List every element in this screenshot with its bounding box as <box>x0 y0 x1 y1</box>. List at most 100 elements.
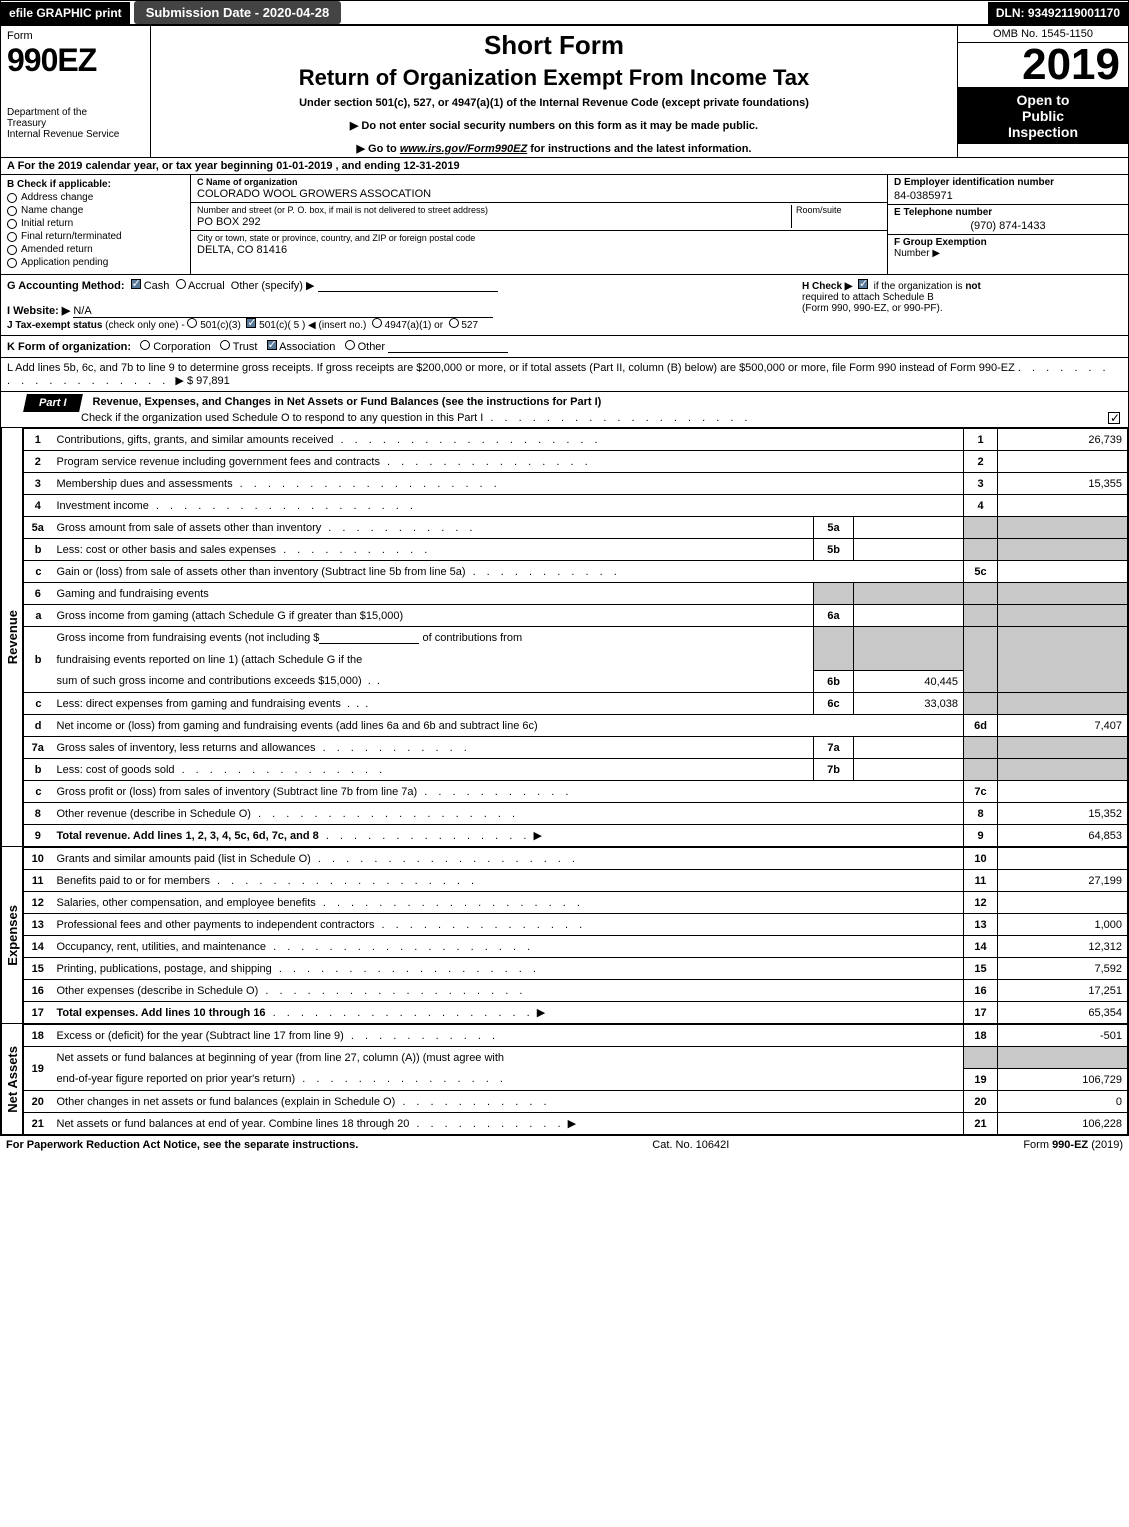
chk-corporation[interactable] <box>140 340 150 350</box>
row-3: 3 Membership dues and assessments 3 15,3… <box>24 473 1128 495</box>
num-15: 15 <box>964 958 998 980</box>
j-label: J Tax-exempt status <box>7 320 102 331</box>
part-i-title: Revenue, Expenses, and Changes in Net As… <box>93 392 602 412</box>
line-g-h: G Accounting Method: Cash Accrual Other … <box>1 275 1128 336</box>
sub-6b-shade1 <box>854 627 964 649</box>
chk-h[interactable] <box>858 279 868 289</box>
chk-accrual[interactable] <box>176 279 186 289</box>
l-arrow: ▶ <box>175 375 183 387</box>
revenue-side-label: Revenue <box>1 428 23 847</box>
num-16: 16 <box>964 980 998 1002</box>
lbl-527: 527 <box>461 320 478 331</box>
num-19-shade <box>964 1047 998 1069</box>
other-specify-field[interactable] <box>318 280 498 292</box>
amt-20: 0 <box>998 1091 1128 1113</box>
part-i-subtitle: Check if the organization used Schedule … <box>81 412 1128 427</box>
chk-association[interactable] <box>267 340 277 350</box>
chk-address-change[interactable] <box>7 193 17 203</box>
goto-instructions: ▶ Go to www.irs.gov/Form990EZ for instru… <box>159 142 949 155</box>
expenses-table: 10 Grants and similar amounts paid (list… <box>23 847 1128 1024</box>
desc-17: Total expenses. Add lines 10 through 16 … <box>52 1002 964 1024</box>
desc-6c: Less: direct expenses from gaming and fu… <box>52 693 814 715</box>
amt-6c-shade <box>998 693 1128 715</box>
net-assets-table: 18 Excess or (deficit) for the year (Sub… <box>23 1024 1128 1135</box>
e-label: E Telephone number <box>894 207 1122 218</box>
desc-6b-2: fundraising events reported on line 1) (… <box>52 649 814 671</box>
chk-4947[interactable] <box>372 318 382 328</box>
part-i-header: Part I Revenue, Expenses, and Changes in… <box>1 392 1128 428</box>
open-line1: Open to <box>1017 92 1070 108</box>
chk-name-change[interactable] <box>7 206 17 216</box>
desc-1: Contributions, gifts, grants, and simila… <box>52 429 964 451</box>
ln-15: 15 <box>24 958 52 980</box>
ref-6c: 6c <box>814 693 854 715</box>
num-20: 20 <box>964 1091 998 1113</box>
form-header: Form 990EZ Department of the Treasury In… <box>1 26 1128 158</box>
ln-5b: b <box>24 539 52 561</box>
amt-6b-shade3 <box>998 671 1128 693</box>
chk-amended-return[interactable] <box>7 245 17 255</box>
chk-application-pending[interactable] <box>7 258 17 268</box>
efile-print-button[interactable]: efile GRAPHIC print <box>1 2 130 24</box>
num-6c-shade <box>964 693 998 715</box>
chk-527[interactable] <box>449 318 459 328</box>
goto-link[interactable]: www.irs.gov/Form990EZ <box>400 143 527 155</box>
desc-5c: Gain or (loss) from sale of assets other… <box>52 561 964 583</box>
num-8: 8 <box>964 803 998 825</box>
lbl-corporation: Corporation <box>153 341 210 353</box>
amt-7b-shade <box>998 759 1128 781</box>
chk-initial-return[interactable] <box>7 219 17 229</box>
tax-year: 2019 <box>958 43 1128 88</box>
short-form-title: Short Form <box>159 30 949 61</box>
chk-final-return[interactable] <box>7 232 17 242</box>
desc-6: Gaming and fundraising events <box>52 583 814 605</box>
amt-12 <box>998 892 1128 914</box>
row-5b: b Less: cost or other basis and sales ex… <box>24 539 1128 561</box>
ln-3: 3 <box>24 473 52 495</box>
num-11: 11 <box>964 870 998 892</box>
topbar-left: efile GRAPHIC print Submission Date - 20… <box>1 1 341 24</box>
num-6d: 6d <box>964 715 998 737</box>
ln-5c: c <box>24 561 52 583</box>
expenses-side-label: Expenses <box>1 847 23 1024</box>
num-7a-shade <box>964 737 998 759</box>
amt-6a-shade <box>998 605 1128 627</box>
ln-20: 20 <box>24 1091 52 1113</box>
ref-5a: 5a <box>814 517 854 539</box>
row-6a: a Gross income from gaming (attach Sched… <box>24 605 1128 627</box>
top-bar: efile GRAPHIC print Submission Date - 20… <box>0 0 1129 25</box>
ref-6-shade <box>814 583 854 605</box>
num-6b-shade2 <box>964 649 998 671</box>
desc-5b: Less: cost or other basis and sales expe… <box>52 539 814 561</box>
desc-9: Total revenue. Add lines 1, 2, 3, 4, 5c,… <box>52 825 964 847</box>
other-org-field[interactable] <box>388 341 508 353</box>
chk-cash[interactable] <box>131 279 141 289</box>
row-6b-1: b Gross income from fundraising events (… <box>24 627 1128 649</box>
sub-6b: 40,445 <box>854 671 964 693</box>
desc-12: Salaries, other compensation, and employ… <box>52 892 964 914</box>
row-7c: c Gross profit or (loss) from sales of i… <box>24 781 1128 803</box>
ref-6a: 6a <box>814 605 854 627</box>
dept-line1: Department of the <box>7 107 87 118</box>
chk-trust[interactable] <box>220 340 230 350</box>
ln-6a: a <box>24 605 52 627</box>
ln-18: 18 <box>24 1025 52 1047</box>
ln-17: 17 <box>24 1002 52 1024</box>
chk-other-org[interactable] <box>345 340 355 350</box>
net-assets-section: Net Assets 18 Excess or (deficit) for th… <box>1 1024 1128 1135</box>
submission-date-button[interactable]: Submission Date - 2020-04-28 <box>134 1 342 24</box>
goto-post: for instructions and the latest informat… <box>527 143 751 155</box>
num-19: 19 <box>964 1069 998 1091</box>
ln-8: 8 <box>24 803 52 825</box>
chk-schedule-o-part-i[interactable] <box>1108 412 1120 424</box>
6b-amount-field[interactable] <box>319 632 419 644</box>
chk-501c3[interactable] <box>187 318 197 328</box>
num-17: 17 <box>964 1002 998 1024</box>
footer-right: Form 990-EZ (2019) <box>1023 1139 1123 1151</box>
amt-6b-shade2 <box>998 649 1128 671</box>
desc-21: Net assets or fund balances at end of ye… <box>52 1113 964 1135</box>
ln-10: 10 <box>24 848 52 870</box>
sub-6a <box>854 605 964 627</box>
num-10: 10 <box>964 848 998 870</box>
chk-501c[interactable] <box>246 318 256 328</box>
